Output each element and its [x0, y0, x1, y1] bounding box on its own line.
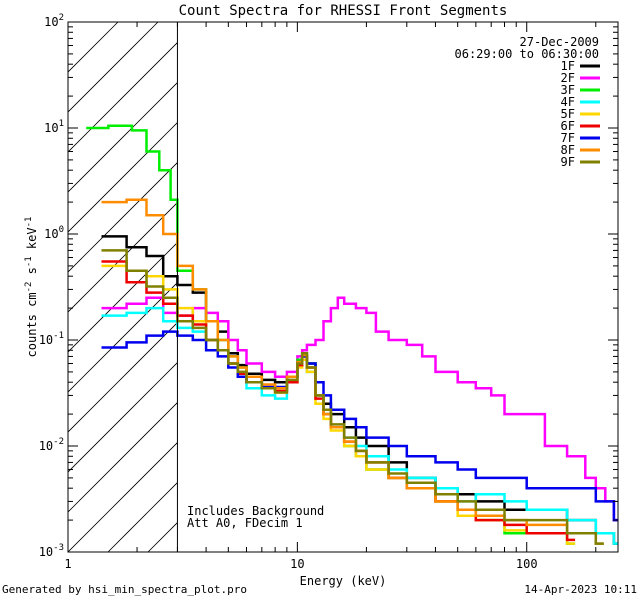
hatch-line — [68, 82, 177, 193]
y-tick-label: 101 — [44, 119, 64, 135]
legend-label-1F: 1F — [561, 59, 575, 73]
x-tick-label: 100 — [516, 557, 538, 571]
y-tick-label: 10-1 — [39, 331, 64, 347]
hatch-line — [428, 22, 640, 552]
series-layer — [86, 124, 618, 545]
legend-label-9F: 9F — [561, 155, 575, 169]
axis-ticks — [67, 21, 618, 553]
chart-title: Count Spectra for RHESSI Front Segments — [179, 3, 508, 19]
legend-label-5F: 5F — [561, 107, 575, 121]
legend-label-2F: 2F — [561, 71, 575, 85]
legend-label-4F: 4F — [561, 95, 575, 109]
annotation-attenuator: Att A0, FDecim 1 — [187, 516, 303, 530]
hatch-line — [68, 22, 159, 113]
legend-label-3F: 3F — [561, 83, 575, 97]
hatch-line — [68, 402, 177, 513]
plot-frame — [67, 21, 619, 553]
y-tick-label: 102 — [44, 13, 64, 29]
hatch-line — [68, 242, 177, 353]
x-tick-label: 10 — [290, 557, 304, 571]
y-tick-label: 100 — [44, 225, 64, 241]
series-line-9F — [101, 249, 604, 545]
hatch-line — [68, 282, 177, 393]
y-tick-label: 10-3 — [39, 543, 64, 559]
excluded-region-hatch — [68, 22, 640, 552]
legend-time-range: 06:29:00 to 06:30:00 — [455, 47, 600, 61]
timestamp: 14-Apr-2023 10:11 — [524, 583, 637, 596]
series-line-1F — [101, 235, 618, 545]
hatch-line — [388, 22, 640, 552]
series-line-8F — [101, 198, 604, 545]
hatch-line — [68, 362, 177, 473]
hatch-line — [68, 122, 177, 233]
hatch-line — [68, 442, 177, 552]
hatch-line — [68, 202, 177, 313]
series-line-2F — [101, 296, 618, 522]
legend-label-7F: 7F — [561, 131, 575, 145]
hatch-line — [68, 42, 177, 153]
annotation-background: Includes Background — [187, 504, 324, 518]
hatch-line — [228, 22, 640, 552]
legend-date: 27-Dec-2009 — [520, 35, 599, 49]
legend-label-8F: 8F — [561, 143, 575, 157]
hatch-line — [468, 22, 640, 552]
hatch-line — [107, 482, 177, 552]
y-axis-label: counts cm-2 s-1 keV-1 — [24, 217, 39, 358]
hatch-line — [68, 22, 119, 73]
y-tick-label: 10-2 — [39, 437, 64, 453]
x-axis-label: Energy (keV) — [300, 574, 387, 588]
generator-note: Generated by hsi_min_spectra_plot.pro — [2, 583, 248, 596]
axis-tick-labels: 1 10 100 102 101 100 10-1 10-2 10-3 — [39, 13, 538, 571]
x-tick-label: 1 — [64, 557, 71, 571]
legend-label-6F: 6F — [561, 119, 575, 133]
